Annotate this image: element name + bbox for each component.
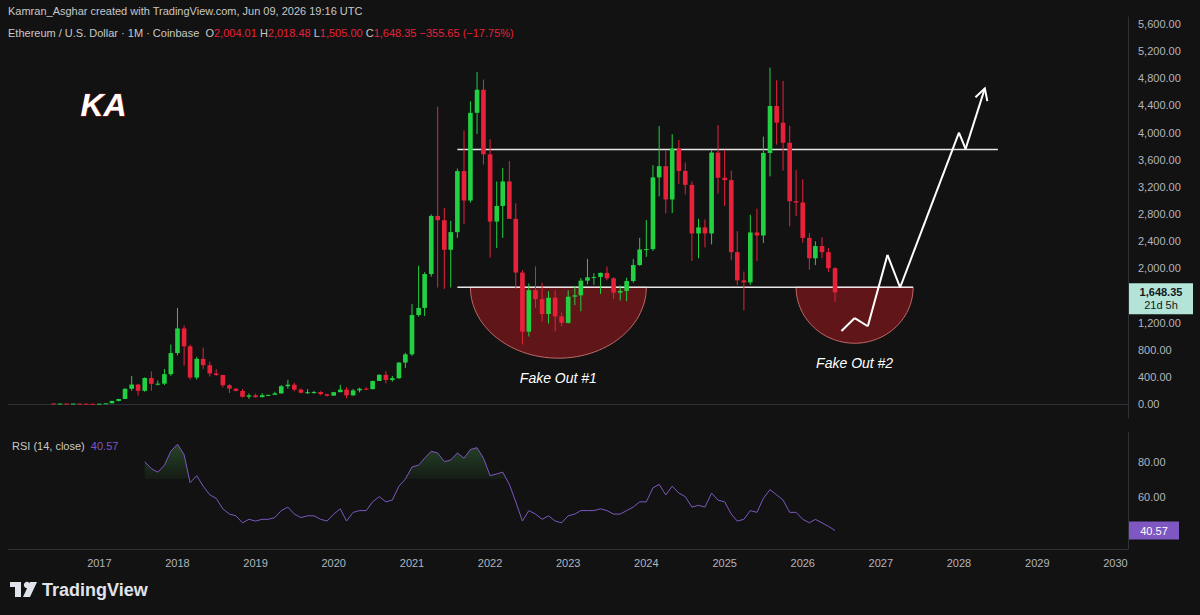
svg-text:3,600.00: 3,600.00 xyxy=(1138,154,1181,166)
svg-text:2025: 2025 xyxy=(712,557,736,569)
svg-text:4,800.00: 4,800.00 xyxy=(1138,72,1181,84)
svg-text:2026: 2026 xyxy=(790,557,814,569)
svg-text:2027: 2027 xyxy=(869,557,893,569)
svg-text:80.00: 80.00 xyxy=(1138,456,1166,468)
svg-text:5,200.00: 5,200.00 xyxy=(1138,45,1181,57)
svg-text:2020: 2020 xyxy=(321,557,345,569)
svg-text:L: L xyxy=(313,26,320,39)
svg-text:2024: 2024 xyxy=(634,557,658,569)
svg-text:TradingView: TradingView xyxy=(42,580,149,600)
svg-text:21d 5h: 21d 5h xyxy=(1144,299,1178,311)
svg-text:40.57: 40.57 xyxy=(91,440,119,452)
svg-text:RSI (14, close): RSI (14, close) xyxy=(12,440,85,452)
svg-text:2,000.00: 2,000.00 xyxy=(1138,262,1181,274)
svg-text:H: H xyxy=(260,27,268,39)
svg-text:2021: 2021 xyxy=(400,557,424,569)
svg-text:O: O xyxy=(205,26,214,39)
svg-text:1,200.00: 1,200.00 xyxy=(1138,317,1181,329)
svg-text:400.00: 400.00 xyxy=(1138,371,1172,383)
svg-text:4,000.00: 4,000.00 xyxy=(1138,127,1181,139)
svg-text:5,600.00: 5,600.00 xyxy=(1138,18,1181,30)
svg-text:2029: 2029 xyxy=(1025,557,1049,569)
svg-text:2,018.48: 2,018.48 xyxy=(268,27,311,39)
svg-text:60.00: 60.00 xyxy=(1138,491,1166,503)
svg-text:Fake Out #2: Fake Out #2 xyxy=(816,355,893,371)
svg-text:Kamran_Asghar created with Tra: Kamran_Asghar created with TradingView.c… xyxy=(8,5,362,17)
svg-text:1,648.35: 1,648.35 xyxy=(1140,286,1183,298)
svg-text:2018: 2018 xyxy=(165,557,189,569)
svg-text:40.57: 40.57 xyxy=(1140,525,1168,537)
svg-text:KA: KA xyxy=(81,87,127,123)
svg-text:4,400.00: 4,400.00 xyxy=(1138,99,1181,111)
svg-text:2019: 2019 xyxy=(243,557,267,569)
svg-text:2,800.00: 2,800.00 xyxy=(1138,208,1181,220)
svg-text:800.00: 800.00 xyxy=(1138,344,1172,356)
svg-text:Ethereum / U.S. Dollar · 1M ·: Ethereum / U.S. Dollar · 1M · Coinbase xyxy=(8,27,199,39)
svg-text:2017: 2017 xyxy=(87,557,111,569)
svg-text:2023: 2023 xyxy=(556,557,580,569)
svg-text:0.00: 0.00 xyxy=(1138,398,1159,410)
svg-text:Fake Out #1: Fake Out #1 xyxy=(520,370,597,386)
svg-text:−355.65 (−17.75%): −355.65 (−17.75%) xyxy=(420,27,514,39)
svg-text:2,004.01: 2,004.01 xyxy=(214,27,257,39)
svg-text:3,200.00: 3,200.00 xyxy=(1138,181,1181,193)
svg-text:2022: 2022 xyxy=(478,557,502,569)
svg-text:C: C xyxy=(366,27,374,39)
svg-text:2,400.00: 2,400.00 xyxy=(1138,235,1181,247)
svg-text:1,648.35: 1,648.35 xyxy=(374,27,417,39)
svg-text:2030: 2030 xyxy=(1103,557,1127,569)
svg-text:2028: 2028 xyxy=(947,557,971,569)
svg-text:1,505.00: 1,505.00 xyxy=(320,27,363,39)
